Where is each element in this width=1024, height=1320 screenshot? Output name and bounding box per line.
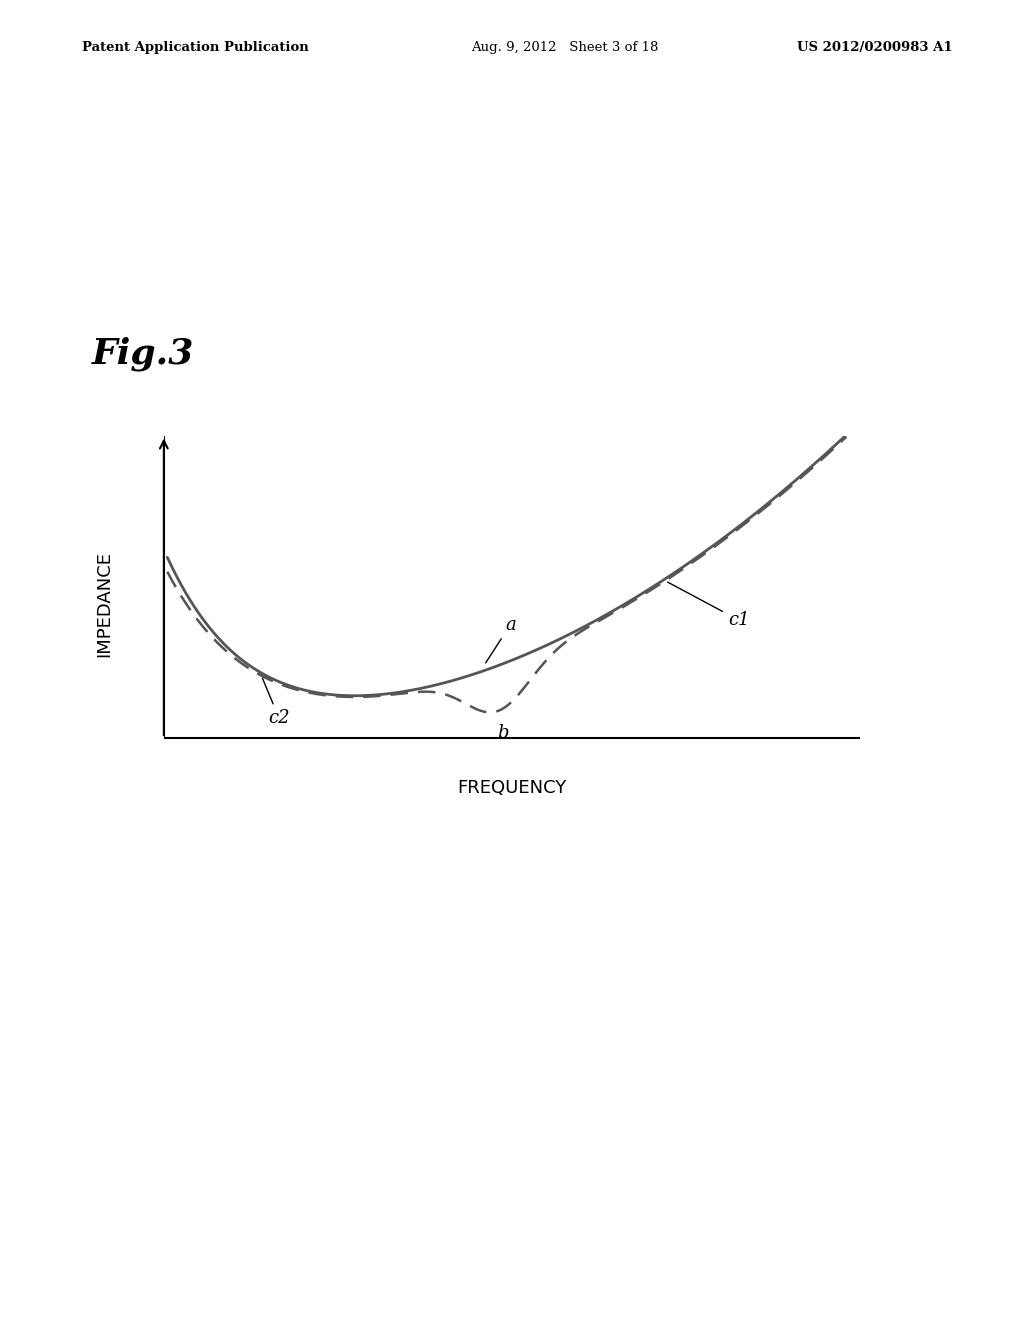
Text: US 2012/0200983 A1: US 2012/0200983 A1 xyxy=(797,41,952,54)
Text: Fig.3: Fig.3 xyxy=(92,337,195,371)
Text: b: b xyxy=(498,725,509,742)
Text: Patent Application Publication: Patent Application Publication xyxy=(82,41,308,54)
Text: Aug. 9, 2012   Sheet 3 of 18: Aug. 9, 2012 Sheet 3 of 18 xyxy=(471,41,658,54)
Text: FREQUENCY: FREQUENCY xyxy=(458,779,566,797)
Text: c1: c1 xyxy=(668,582,750,630)
Text: c2: c2 xyxy=(262,678,290,727)
Text: IMPEDANCE: IMPEDANCE xyxy=(95,550,114,656)
Text: a: a xyxy=(485,615,516,663)
